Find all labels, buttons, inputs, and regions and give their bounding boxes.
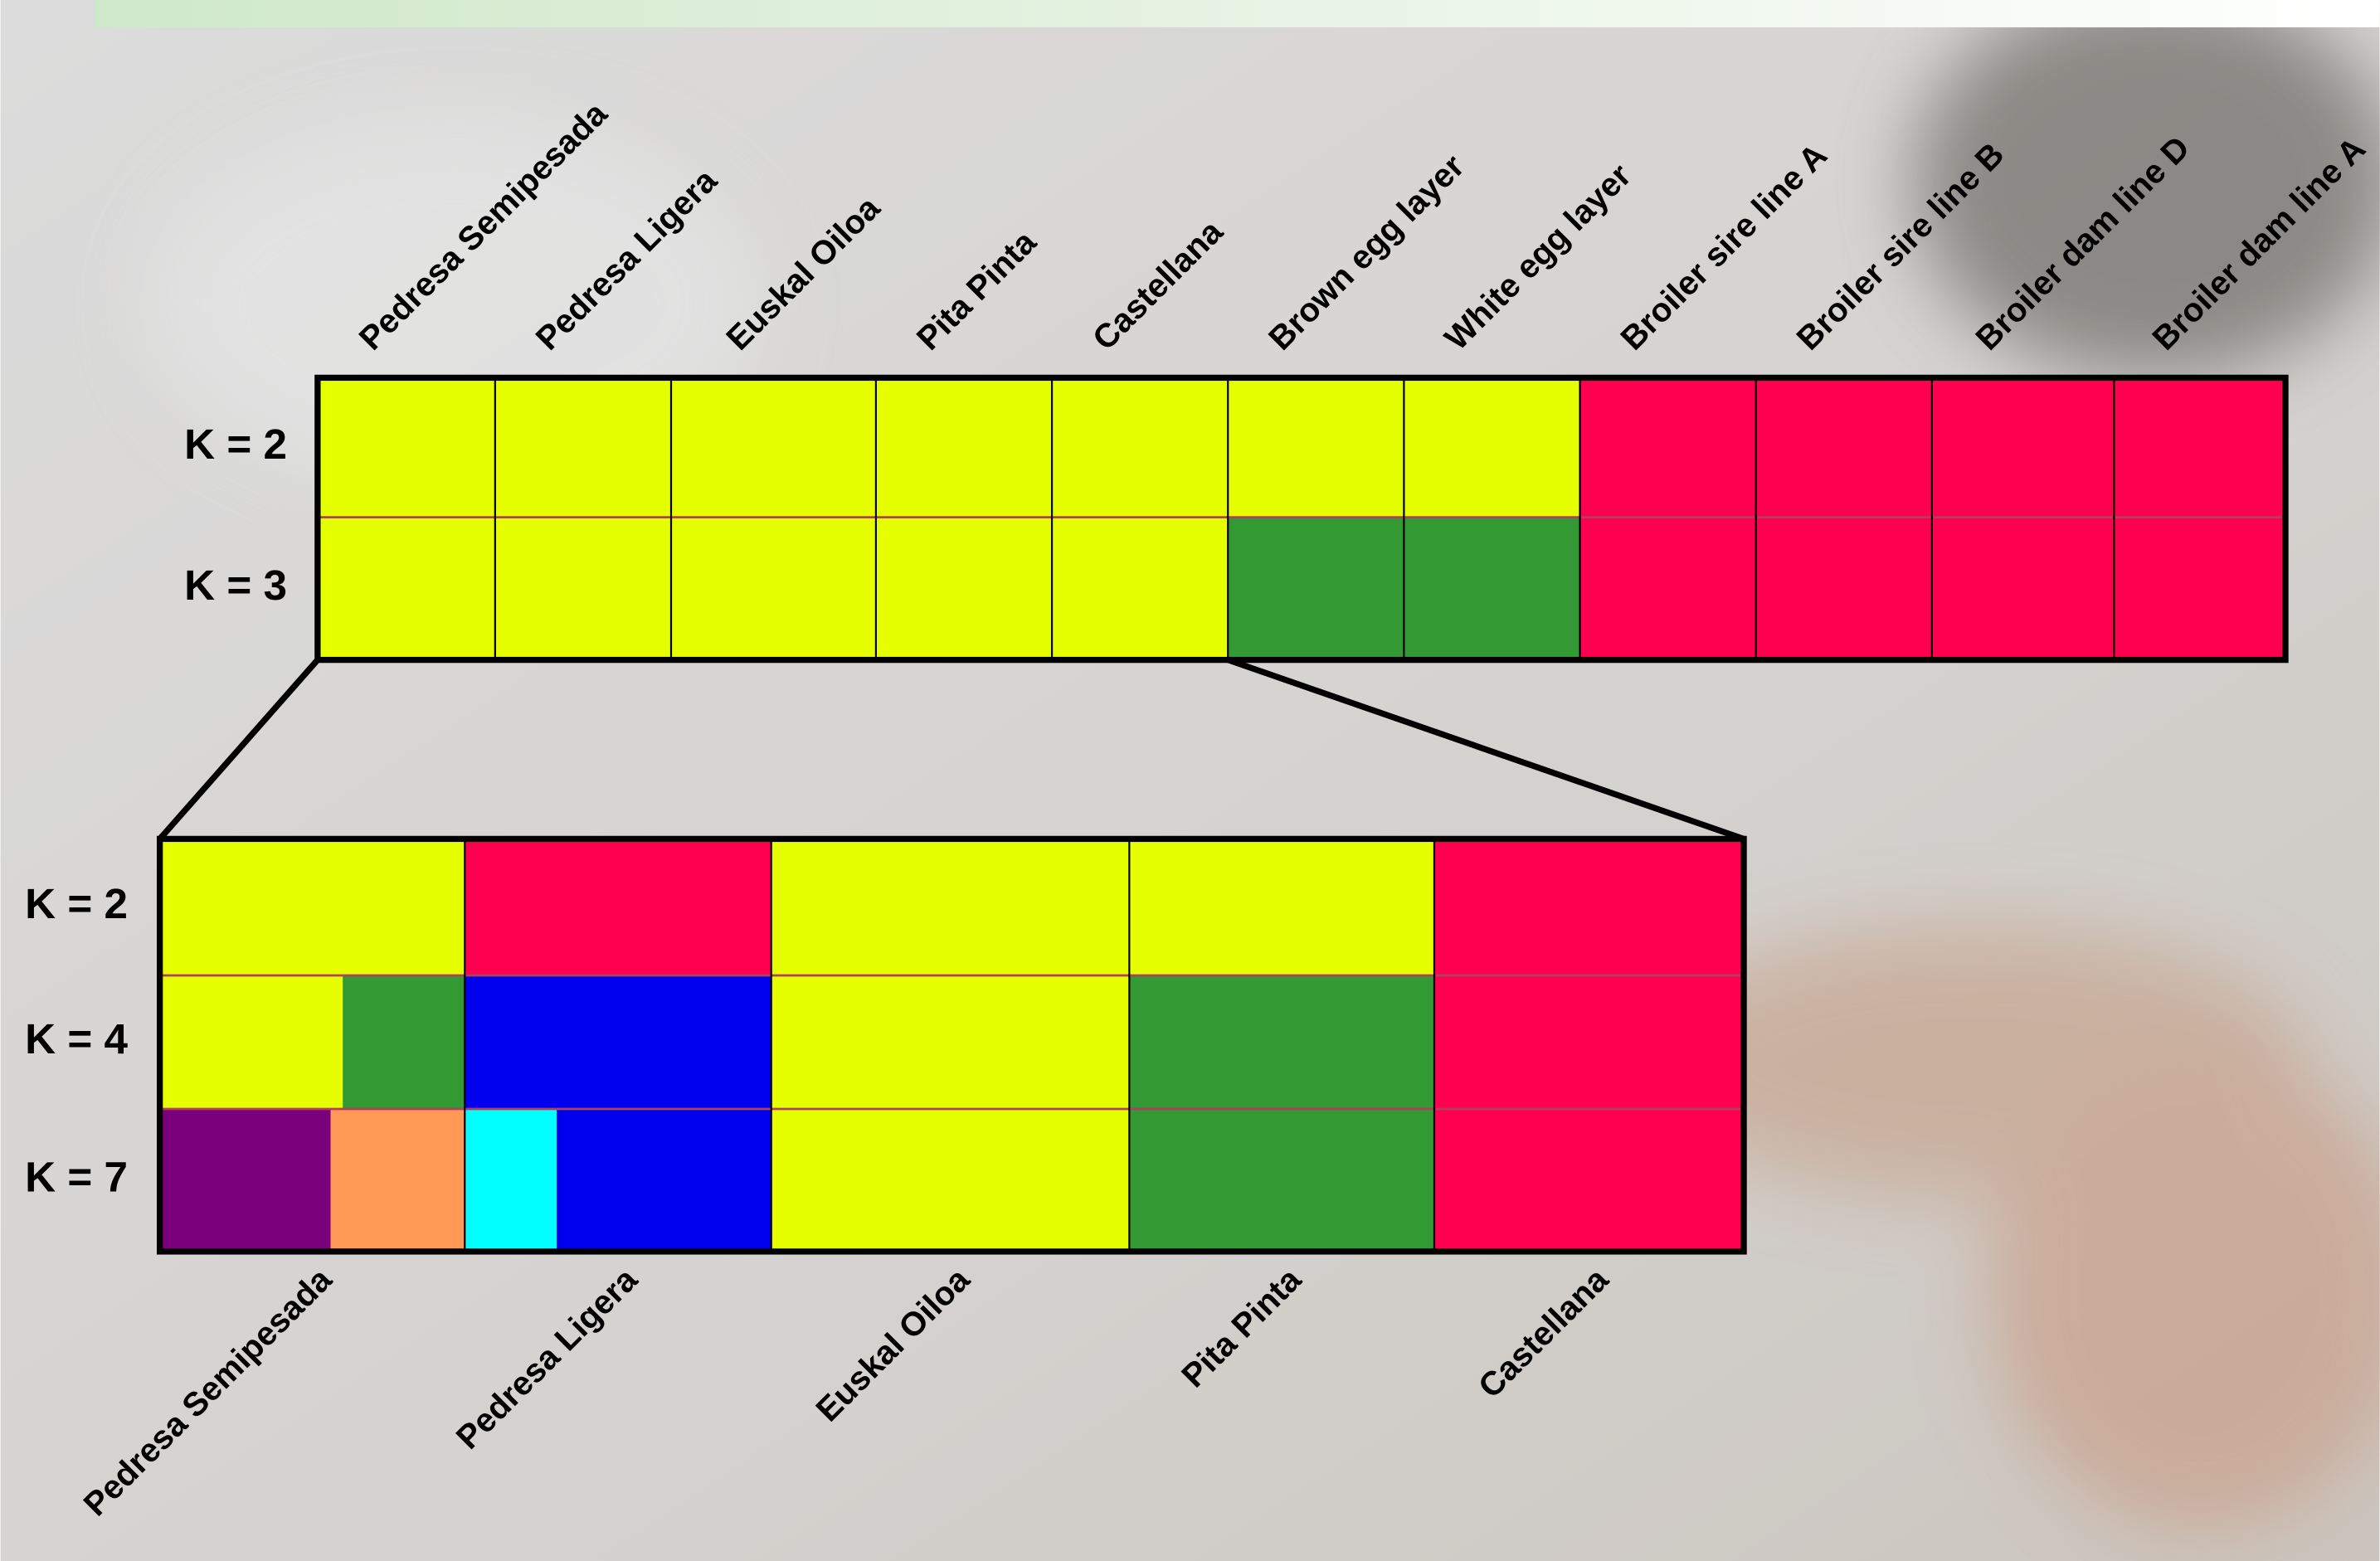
cell-part [160, 1109, 331, 1252]
cell [2114, 377, 2285, 517]
cell [2114, 518, 2285, 660]
cell [771, 839, 1130, 975]
cell [1052, 518, 1228, 660]
cell [1580, 377, 1756, 517]
cell [1228, 377, 1404, 517]
cell-part [160, 975, 343, 1109]
cell [771, 1109, 1130, 1252]
cell-part [557, 1109, 771, 1252]
cell [1404, 518, 1579, 660]
cell [1228, 518, 1404, 660]
cell [771, 975, 1130, 1109]
cell [1434, 839, 1744, 975]
cell [1932, 518, 2114, 660]
cell-part [465, 1109, 557, 1252]
cell [495, 377, 671, 517]
cell [495, 518, 671, 660]
cell [876, 518, 1052, 660]
cell [1756, 518, 1932, 660]
cell [1756, 377, 1932, 517]
cell-part [331, 1109, 465, 1252]
cell [876, 377, 1052, 517]
k-label: K = 3 [184, 562, 287, 609]
cell [160, 839, 465, 975]
cell [1129, 1109, 1434, 1252]
cell [671, 518, 876, 660]
cell [1932, 377, 2114, 517]
k-label: K = 2 [184, 421, 287, 468]
cell [465, 839, 771, 975]
cell [465, 975, 771, 1109]
k-label: K = 4 [25, 1015, 128, 1063]
cell [1404, 377, 1579, 517]
cell [1580, 518, 1756, 660]
cell [1129, 839, 1434, 975]
header-band [95, 0, 2379, 27]
cell [1434, 1109, 1744, 1252]
cell [1434, 975, 1744, 1109]
cell [318, 518, 495, 660]
cell [1052, 377, 1228, 517]
cell [318, 377, 495, 517]
k-label: K = 2 [25, 880, 128, 927]
k-label: K = 7 [25, 1153, 128, 1200]
cell [671, 377, 876, 517]
figure: K = 2K = 3Pedresa SemipesadaPedresa Lige… [0, 0, 2380, 1561]
cell-part [343, 975, 465, 1109]
cell [1129, 975, 1434, 1109]
